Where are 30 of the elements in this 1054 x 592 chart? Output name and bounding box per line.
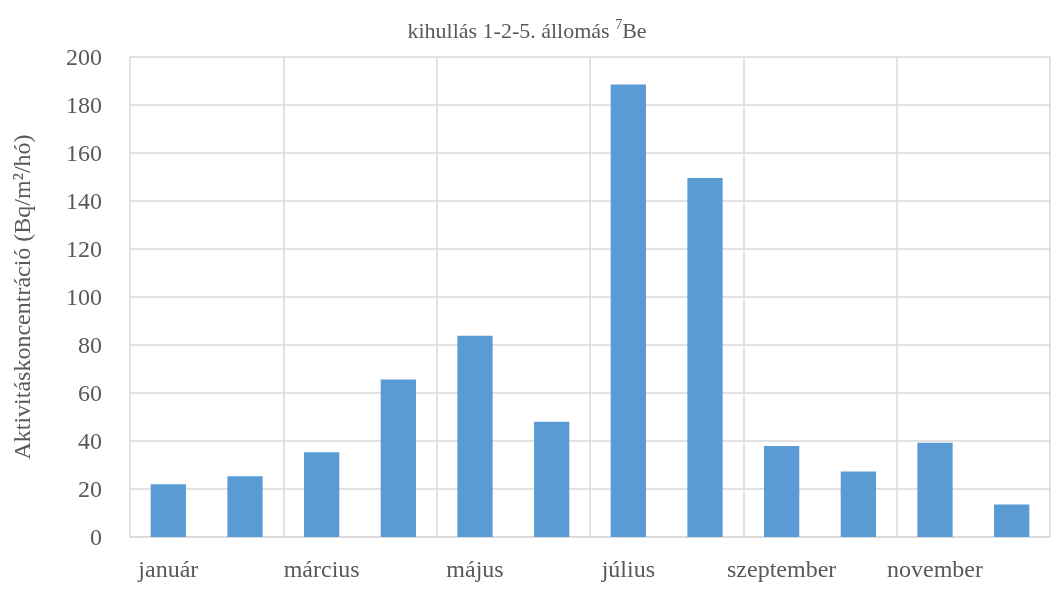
bar — [227, 476, 263, 537]
x-tick-label: július — [600, 556, 656, 582]
y-axis-title: Aktivitáskoncentráció (Bq/m²/hó) — [9, 134, 35, 460]
y-tick-label: 120 — [66, 236, 102, 262]
bar — [840, 471, 876, 537]
bar — [380, 379, 416, 537]
bar — [304, 452, 340, 537]
y-tick-label: 60 — [78, 380, 102, 406]
bar — [687, 177, 723, 537]
y-tick-label: 80 — [78, 332, 102, 358]
bar — [150, 484, 186, 537]
bar — [610, 84, 646, 537]
bar — [764, 446, 800, 537]
y-tick-label: 20 — [78, 476, 102, 502]
bar — [534, 421, 570, 537]
x-tick-label: november — [887, 556, 983, 582]
x-tick-label: március — [283, 556, 360, 582]
bar — [457, 335, 493, 537]
y-tick-label: 0 — [90, 524, 102, 550]
y-tick-label: 100 — [66, 284, 102, 310]
y-tick-label: 140 — [66, 188, 102, 214]
y-tick-label: 200 — [66, 44, 102, 70]
x-tick-label: szeptember — [727, 556, 837, 582]
bar — [917, 442, 953, 537]
bar — [994, 504, 1030, 537]
y-tick-label: 40 — [78, 428, 102, 454]
x-tick-label: január — [137, 556, 199, 582]
x-tick-label: május — [446, 556, 504, 582]
y-tick-label: 160 — [66, 140, 102, 166]
y-tick-label: 180 — [66, 92, 102, 118]
